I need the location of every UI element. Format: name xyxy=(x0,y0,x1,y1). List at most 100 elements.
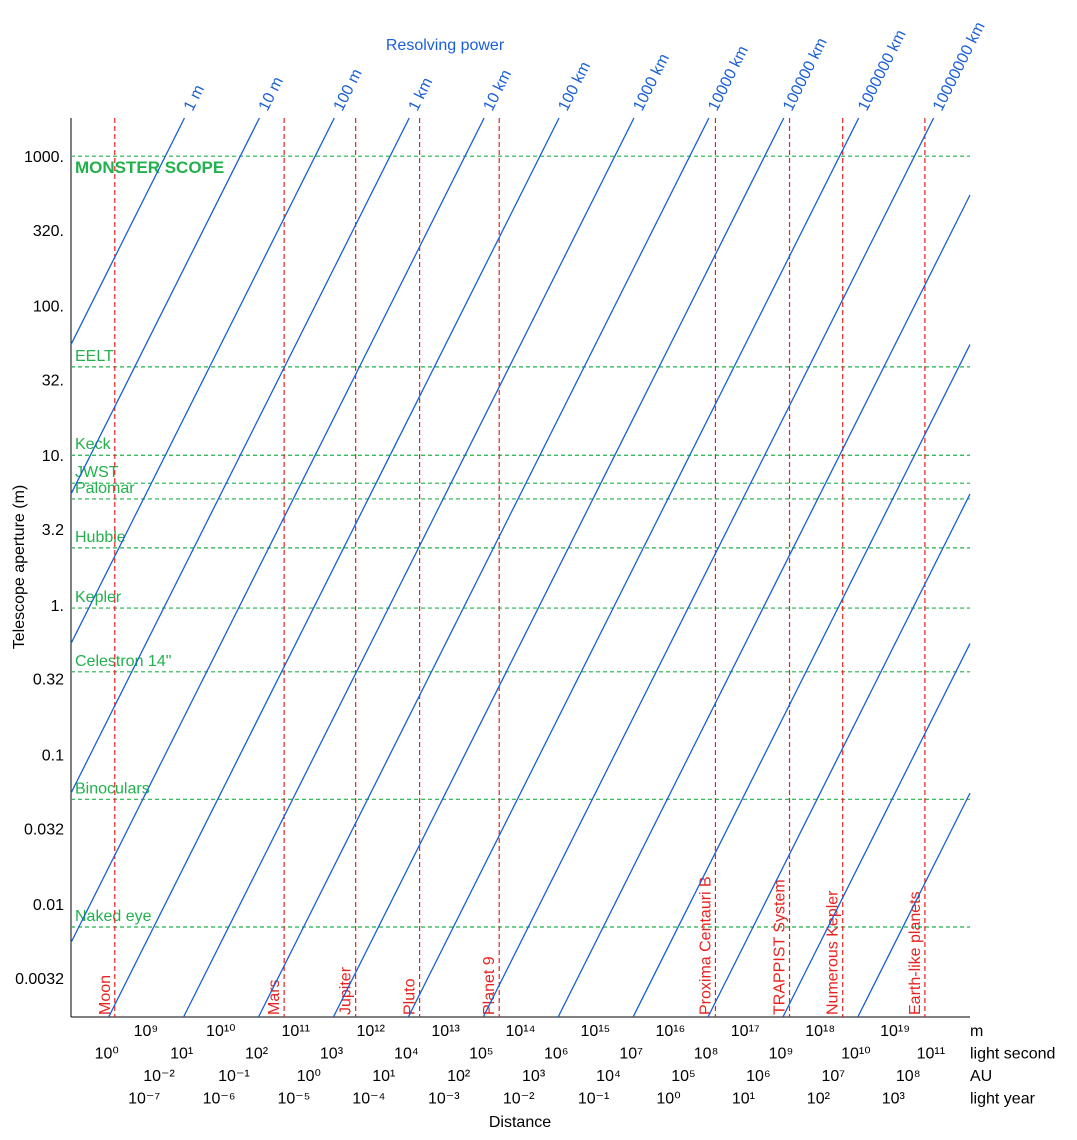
y-tick-label: 32. xyxy=(42,373,64,390)
telescope-label: Kepler xyxy=(75,589,122,606)
y-tick-label: 0.01 xyxy=(33,897,64,914)
resolving-label: 100000 km xyxy=(780,35,831,113)
resolving-line xyxy=(70,117,410,794)
x-tick-label: 10¹ xyxy=(732,1091,755,1108)
object-label: Proxima Centauri B xyxy=(697,876,714,1015)
x-tick-label: 10¹⁶ xyxy=(655,1023,685,1040)
x-tick-label: 10⁶ xyxy=(544,1046,568,1063)
x-tick-label: 10⁻³ xyxy=(428,1091,460,1108)
object-label: Moon xyxy=(97,975,114,1015)
resolving-label: 1 m xyxy=(181,82,208,113)
resolving-label: 1 km xyxy=(406,75,437,114)
x-tick-label: 10⁷ xyxy=(619,1046,643,1063)
telescope-label: Keck xyxy=(75,436,112,453)
x-tick-label: 10⁶ xyxy=(746,1068,770,1085)
x-tick-label: 10¹¹ xyxy=(282,1023,310,1040)
y-axis-title: Telescope aperture (m) xyxy=(11,485,28,650)
resolving-label: 1000000 km xyxy=(855,27,910,113)
x-tick-label: 10¹³ xyxy=(431,1023,460,1040)
x-tick-label: 10⁹ xyxy=(769,1046,794,1063)
resolving-label: 1000 km xyxy=(630,51,673,113)
y-tick-label: 1000. xyxy=(24,149,64,166)
x-tick-label: 10¹⁰ xyxy=(841,1046,871,1063)
x-tick-label: 10¹⁹ xyxy=(880,1023,910,1040)
x-tick-label: 10⁻⁷ xyxy=(128,1091,160,1108)
x-axis-unit: AU xyxy=(970,1068,992,1085)
x-tick-label: 10¹⁴ xyxy=(506,1023,536,1040)
resolving-line xyxy=(182,117,635,1018)
resolving-label: 100 m xyxy=(331,66,366,113)
x-tick-label: 10¹¹ xyxy=(917,1046,945,1063)
resolving-line xyxy=(557,194,971,1018)
resolving-line xyxy=(257,117,710,1018)
y-tick-label: 100. xyxy=(33,299,64,316)
x-axis-unit: m xyxy=(970,1023,983,1040)
x-tick-label: 10⁸ xyxy=(896,1068,921,1085)
resolving-line xyxy=(782,643,971,1018)
x-tick-label: 10⁰ xyxy=(95,1046,119,1063)
telescope-label: Hubble xyxy=(75,529,126,546)
resolving-label: 10 km xyxy=(481,67,516,114)
y-tick-label: 1. xyxy=(51,598,64,615)
resolving-label: 10000000 km xyxy=(930,19,989,113)
y-tick-label: 320. xyxy=(33,223,64,240)
telescope-label: Celestron 14" xyxy=(75,653,171,670)
resolving-line xyxy=(632,344,971,1018)
resolving-line xyxy=(70,117,260,495)
x-tick-label: 10¹² xyxy=(356,1023,385,1040)
x-tick-label: 10⁻⁴ xyxy=(352,1091,385,1108)
x-tick-label: 10⁻⁵ xyxy=(278,1091,311,1108)
x-tick-label: 10⁻² xyxy=(143,1068,175,1085)
x-tick-label: 10⁻¹ xyxy=(218,1068,250,1085)
resolving-line xyxy=(407,117,860,1018)
x-tick-label: 10⁻² xyxy=(503,1091,535,1108)
x-tick-label: 10³ xyxy=(882,1091,906,1108)
x-tick-label: 10⁻⁶ xyxy=(203,1091,236,1108)
telescope-label: EELT xyxy=(75,348,114,365)
resolving-line xyxy=(70,117,186,345)
object-label: Mars xyxy=(266,979,283,1015)
x-tick-label: 10¹⁵ xyxy=(581,1023,611,1040)
x-tick-label: 10⁰ xyxy=(656,1091,680,1108)
x-tick-label: 10⁻¹ xyxy=(578,1091,610,1108)
x-tick-label: 10³ xyxy=(320,1046,344,1063)
x-tick-label: 10³ xyxy=(522,1068,546,1085)
x-tick-label: 10⁸ xyxy=(694,1046,719,1063)
telescope-label: MONSTER SCOPE xyxy=(75,158,224,177)
x-tick-label: 10⁵ xyxy=(671,1068,695,1085)
y-tick-label: 0.32 xyxy=(33,672,64,689)
resolving-line xyxy=(332,117,785,1018)
telescope-label: Palomar xyxy=(75,480,135,497)
resolving-line xyxy=(70,117,335,644)
object-label: TRAPPIST System xyxy=(772,879,789,1015)
x-axis-title: Distance xyxy=(489,1114,551,1131)
telescope-label: Binoculars xyxy=(75,780,150,797)
x-tick-label: 10⁰ xyxy=(297,1068,321,1085)
y-tick-label: 10. xyxy=(42,448,64,465)
y-tick-label: 0.1 xyxy=(42,747,64,764)
x-tick-label: 10¹⁷ xyxy=(731,1023,760,1040)
y-tick-label: 3.2 xyxy=(42,522,64,539)
x-tick-label: 10² xyxy=(807,1091,831,1108)
resolving-line xyxy=(108,117,560,1018)
y-tick-label: 0.0032 xyxy=(15,971,64,988)
x-tick-label: 10¹⁰ xyxy=(206,1023,236,1040)
resolving-line xyxy=(70,117,485,943)
telescope-label: Naked eye xyxy=(75,908,152,925)
x-tick-label: 10¹⁸ xyxy=(805,1023,835,1040)
object-label: Planet 9 xyxy=(481,956,498,1015)
resolving-label: 10 m xyxy=(256,74,287,113)
x-tick-label: 10¹ xyxy=(372,1068,395,1085)
object-label: Numerous Kepler xyxy=(825,890,842,1015)
x-tick-label: 10² xyxy=(447,1068,471,1085)
resolving-line xyxy=(857,792,971,1018)
x-tick-label: 10¹ xyxy=(170,1046,193,1063)
object-label: Earth-like planets xyxy=(907,891,924,1015)
x-tick-label: 10⁹ xyxy=(134,1023,159,1040)
x-tick-label: 10⁷ xyxy=(821,1068,845,1085)
y-tick-label: 0.032 xyxy=(24,821,64,838)
chart-title: Resolving power xyxy=(386,37,505,54)
resolving-line xyxy=(707,493,971,1018)
x-tick-label: 10⁵ xyxy=(469,1046,493,1063)
